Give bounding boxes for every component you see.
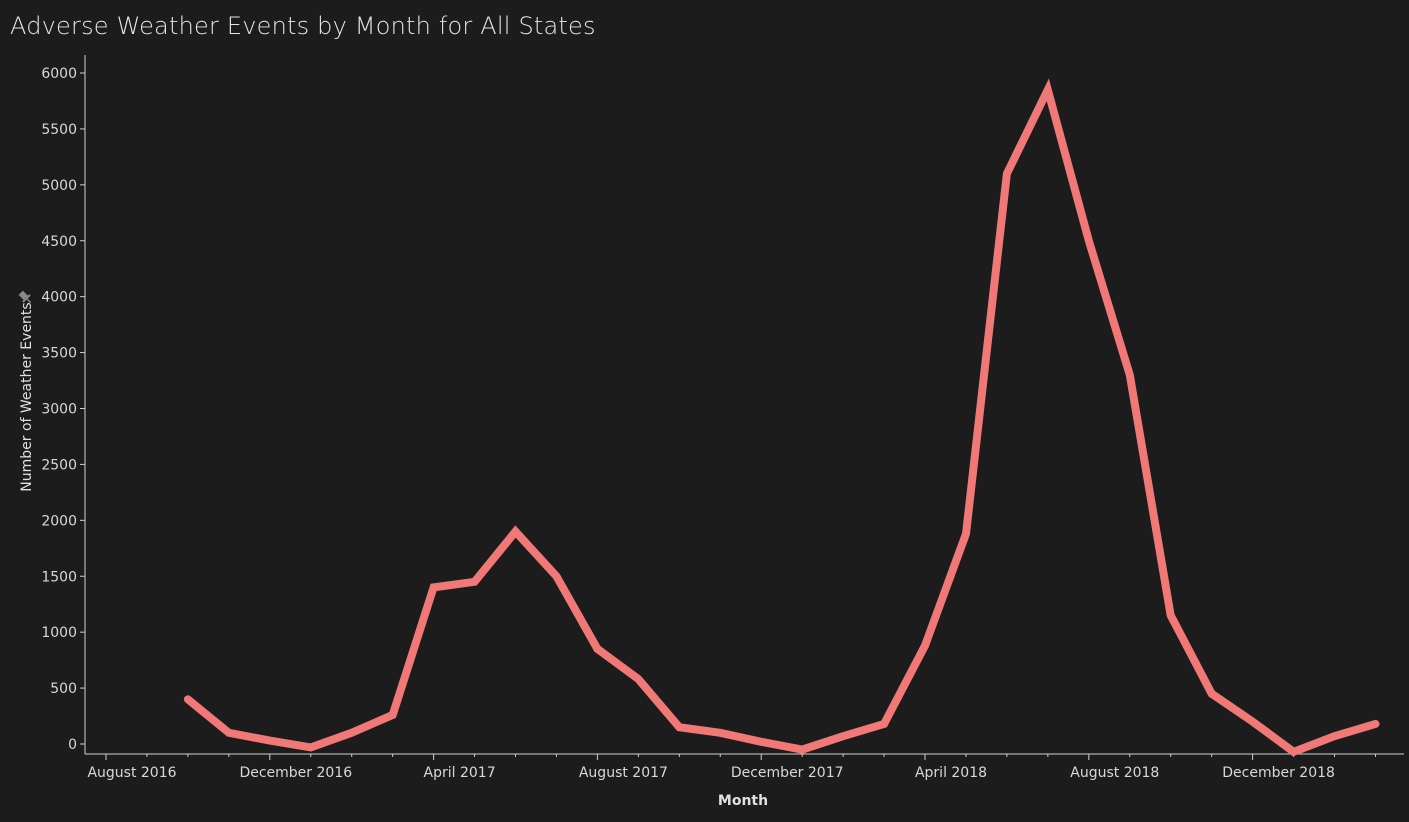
x-tick-label: August 2018	[1070, 765, 1159, 781]
data-point[interactable]	[1167, 611, 1175, 619]
series-layer	[183, 78, 1380, 757]
data-point[interactable]	[634, 675, 642, 683]
series-line	[183, 78, 1380, 757]
y-tick-label: 4000	[41, 290, 77, 306]
y-tick-label: 2500	[41, 457, 77, 473]
x-axis: August 2016 December 2016 April 2017 August…	[85, 753, 1404, 781]
data-point[interactable]	[225, 729, 233, 737]
y-tick-label: 5000	[41, 178, 77, 194]
data-point[interactable]	[675, 723, 683, 731]
y-tick-label: 1000	[41, 625, 77, 641]
data-point[interactable]	[552, 572, 560, 580]
data-point[interactable]	[1371, 720, 1379, 728]
y-tick-label: 3500	[41, 346, 77, 362]
y-tick-label: 1500	[41, 569, 77, 585]
data-point[interactable]	[880, 720, 888, 728]
data-point[interactable]	[1126, 371, 1134, 379]
data-point[interactable]	[471, 578, 479, 586]
data-point[interactable]	[921, 642, 929, 650]
y-tick-label: 0	[68, 737, 77, 753]
y-tick-label: 3000	[41, 402, 77, 418]
y-axis: 0 500 1000 1500 2000 2500 3000 3500 4000 4500 5000…	[41, 55, 86, 754]
x-axis-title: Month	[718, 793, 768, 809]
y-tick-label: 5500	[41, 122, 77, 138]
y-tick-label: 6000	[41, 66, 77, 82]
y-tick-label: 4500	[41, 234, 77, 250]
data-point[interactable]	[716, 729, 724, 737]
data-point[interactable]	[430, 583, 438, 591]
data-point[interactable]	[512, 528, 519, 536]
data-point[interactable]	[839, 732, 847, 740]
data-point[interactable]	[307, 743, 315, 751]
y-tick-label: 2000	[41, 513, 77, 529]
y-axis-title-group: Number of Weather Events	[19, 302, 35, 491]
x-tick-label: April 2018	[915, 765, 987, 781]
data-point[interactable]	[184, 695, 192, 703]
data-point[interactable]	[798, 746, 806, 754]
data-point[interactable]	[1290, 748, 1298, 756]
data-point[interactable]	[348, 729, 356, 737]
data-point[interactable]	[1003, 170, 1011, 178]
data-point[interactable]	[1249, 718, 1257, 726]
x-tick-label: April 2017	[424, 765, 496, 781]
data-point[interactable]	[266, 737, 274, 745]
data-point[interactable]	[962, 530, 970, 538]
pin-icon[interactable]	[17, 289, 34, 306]
data-point[interactable]	[389, 711, 397, 719]
data-point[interactable]	[1208, 690, 1216, 698]
data-point[interactable]	[757, 738, 765, 746]
chart-title: Adverse Weather Events by Month for All …	[10, 12, 596, 40]
data-point[interactable]	[1331, 732, 1338, 740]
x-tick-label: December 2018	[1222, 765, 1335, 781]
x-tick-label: December 2016	[239, 765, 352, 781]
x-tick-label: December 2017	[731, 765, 844, 781]
x-tick-label: August 2017	[579, 765, 668, 781]
data-point[interactable]	[1044, 86, 1052, 94]
data-point[interactable]	[593, 645, 601, 653]
data-point[interactable]	[1085, 237, 1093, 245]
x-tick-label: August 2016	[87, 765, 176, 781]
y-tick-label: 500	[50, 681, 77, 697]
y-axis-title: Number of Weather Events	[19, 302, 35, 491]
